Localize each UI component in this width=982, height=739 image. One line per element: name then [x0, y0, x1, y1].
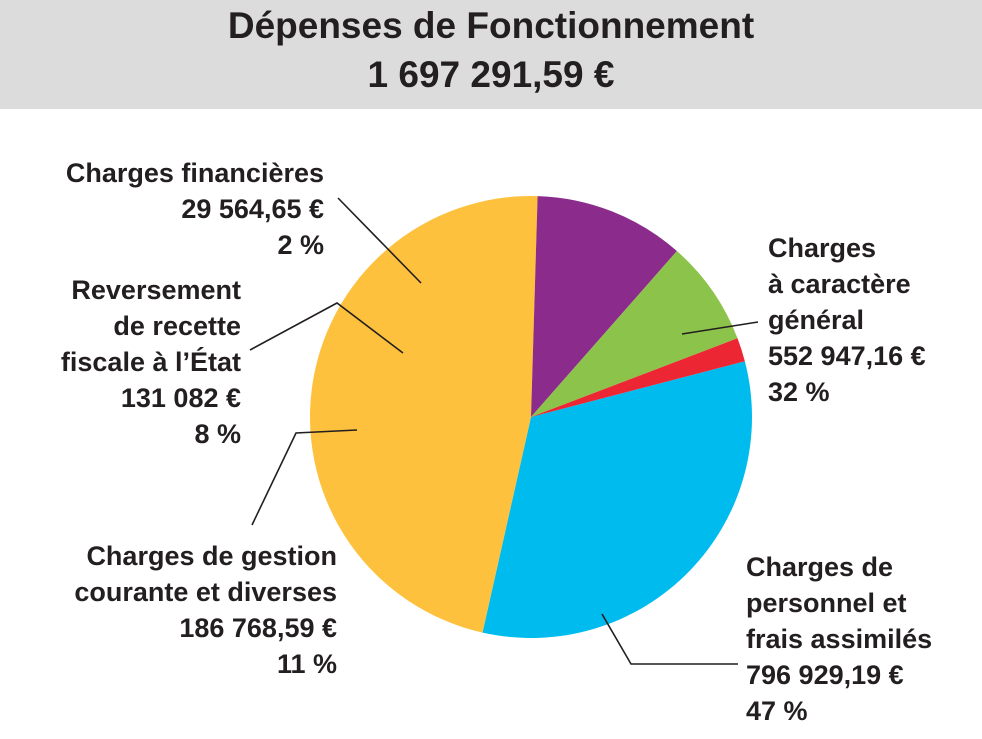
slice-name-line: courante et diverses [74, 577, 337, 607]
slice-value: 796 929,19 € [746, 660, 904, 690]
slice-value: 552 947,16 € [768, 341, 926, 371]
label-charges-caractere-general: Charges à caractère général 552 947,16 €… [768, 230, 926, 410]
slice-value: 131 082 € [120, 383, 241, 413]
slice-charges-personnel [309, 196, 538, 633]
slice-value: 186 768,59 € [179, 613, 337, 643]
slice-charges-caractere-general [482, 361, 752, 639]
slice-value: 29 564,65 € [181, 194, 324, 224]
leader-line-charges-caractere-general [681, 321, 759, 335]
leader-line-charges-personnel [601, 613, 738, 665]
chart-header: Dépenses de Fonctionnement 1 697 291,59 … [0, 0, 982, 109]
slice-name-line: frais assimilés [746, 624, 933, 654]
label-charges-gestion-courante: Charges de gestion courante et diverses … [74, 538, 337, 682]
slice-name-line: à caractère [768, 269, 911, 299]
label-charges-financieres: Charges financières 29 564,65 € 2 % [66, 155, 324, 263]
slice-percent: 32 % [768, 377, 830, 407]
slice-percent: 8 % [194, 419, 241, 449]
chart-title: Dépenses de Fonctionnement [227, 5, 755, 46]
label-reversement-recette-fiscale: Reversement de recette fiscale à l’État … [61, 272, 241, 452]
slice-name-line: Reversement [71, 275, 241, 305]
slice-percent: 2 % [277, 230, 324, 260]
slice-charges-financieres [531, 338, 745, 417]
slice-name-line: Charges de [746, 552, 894, 582]
slice-name-line: de recette [113, 311, 241, 341]
slice-reversement-recette-fiscale [531, 251, 738, 417]
leader-line-charges-financieres [337, 197, 422, 284]
label-charges-personnel: Charges de personnel et frais assimilés … [746, 549, 932, 729]
leader-line-charges-gestion-courante [251, 429, 358, 526]
slice-percent: 47 % [746, 696, 808, 726]
slice-name-line: Charges de gestion [86, 541, 337, 571]
slice-name-line: personnel et [746, 588, 907, 618]
slice-name-line: Charges [768, 233, 877, 263]
slice-percent: 11 % [276, 649, 337, 679]
slice-name-line: général [768, 305, 865, 335]
slice-charges-gestion-courante [531, 196, 677, 417]
leader-line-reversement-recette-fiscale [249, 302, 404, 354]
slice-name-line: fiscale à l’État [60, 347, 241, 377]
slice-name-line: Charges financières [65, 158, 324, 188]
chart-total: 1 697 291,59 € [367, 54, 615, 95]
